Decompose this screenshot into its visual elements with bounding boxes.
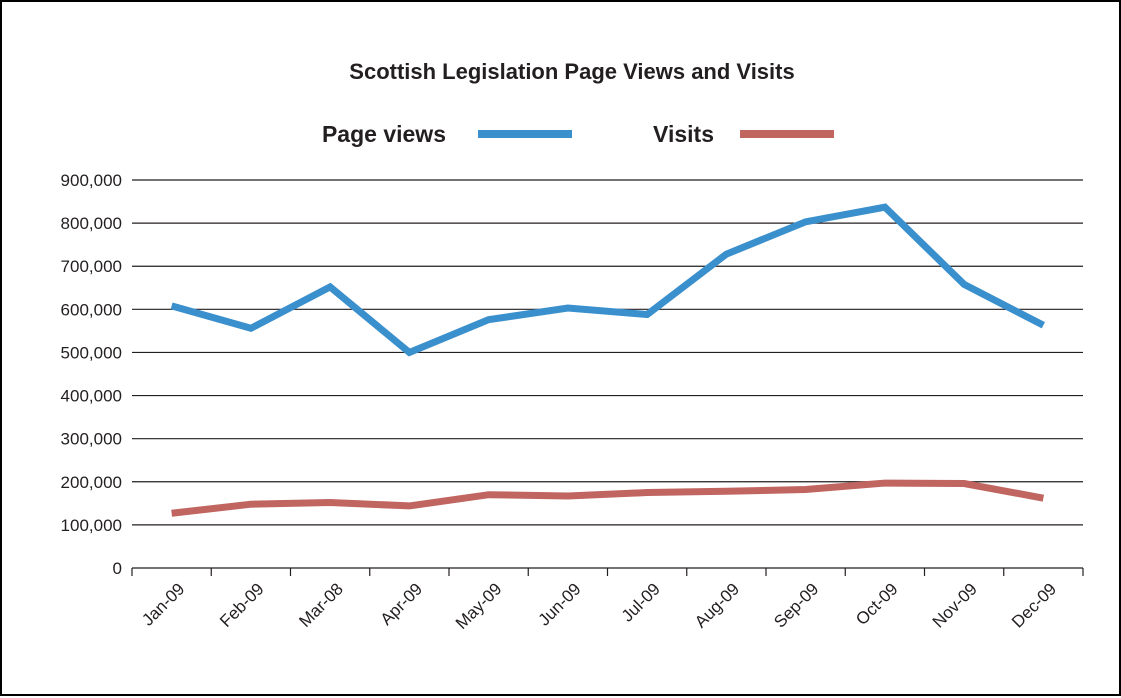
- x-tick-label: May-09: [452, 579, 506, 633]
- legend-label-visits: Visits: [653, 121, 714, 147]
- x-tick-label: Apr-09: [377, 579, 427, 629]
- x-tick-label: Aug-09: [691, 579, 743, 631]
- y-tick-label: 300,000: [61, 430, 122, 449]
- x-tick-label: Jan-09: [138, 579, 188, 629]
- chart-title: Scottish Legislation Page Views and Visi…: [349, 59, 794, 84]
- x-tick-label: Sep-09: [770, 579, 822, 631]
- y-tick-label: 100,000: [61, 516, 122, 535]
- legend: Page views Visits: [322, 121, 834, 147]
- y-tick-label: 900,000: [61, 171, 122, 190]
- series-lines: [170, 203, 1045, 517]
- y-tick-label: 800,000: [61, 214, 122, 233]
- legend-label-page-views: Page views: [322, 121, 446, 147]
- x-tick-label: Nov-09: [929, 579, 981, 631]
- x-axis: [131, 567, 1084, 576]
- x-tick-label: Jul-09: [618, 579, 664, 625]
- y-tick-label: 500,000: [61, 343, 122, 362]
- y-axis-tick-labels: 0 100,000 200,000 300,000 400,000 500,000 600,…: [61, 171, 122, 578]
- x-tick-label: Dec-09: [1008, 579, 1060, 631]
- x-tick-label: Jun-09: [535, 579, 585, 629]
- x-tick-label: Oct-09: [852, 579, 902, 629]
- x-tick-label: Mar-08: [295, 579, 347, 631]
- y-tick-label: 600,000: [61, 300, 122, 319]
- x-tick-label: Feb-09: [216, 579, 268, 631]
- series-line-visits: [171, 479, 1045, 517]
- x-axis-tick-labels: Jan-09 Feb-09 Mar-08 Apr-09 May-09 Jun-09 Jul-…: [138, 579, 1060, 633]
- series-line-page-views: [170, 203, 1045, 357]
- gridlines: [132, 179, 1083, 526]
- y-tick-label: 700,000: [61, 257, 122, 276]
- y-tick-label: 400,000: [61, 387, 122, 406]
- y-tick-label: 200,000: [61, 473, 122, 492]
- y-tick-label: 0: [113, 559, 122, 578]
